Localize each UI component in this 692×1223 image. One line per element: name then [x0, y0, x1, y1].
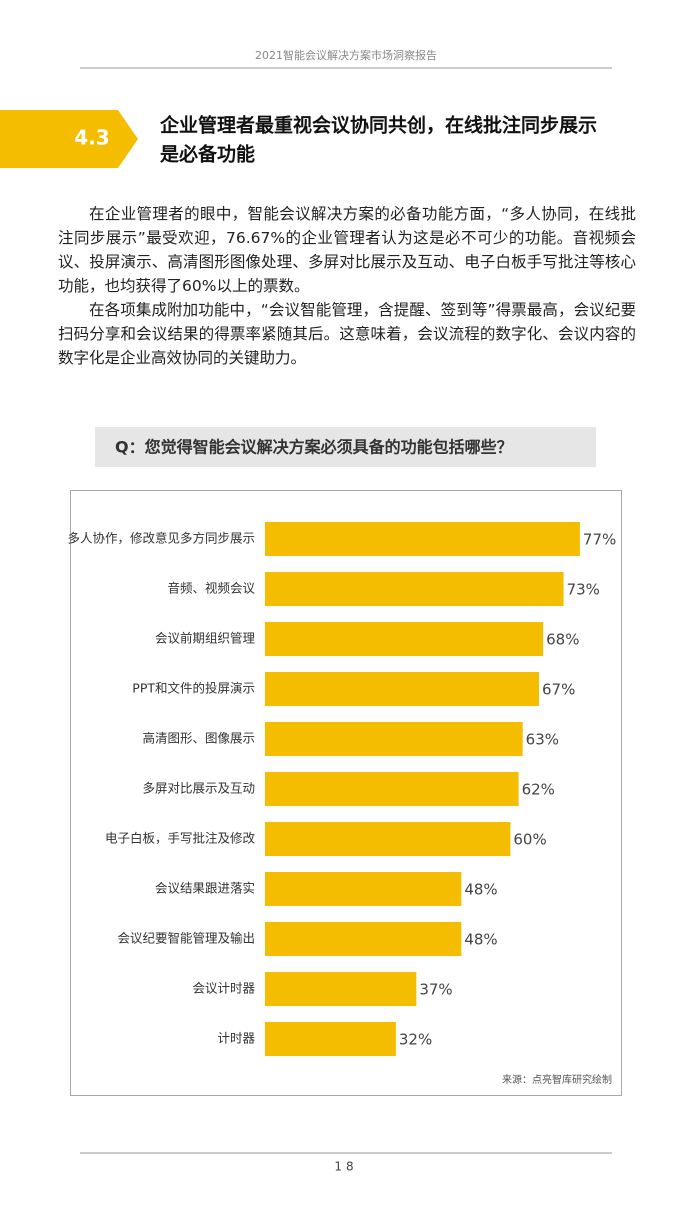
- value-label: 63%: [526, 731, 559, 749]
- bar: [265, 972, 417, 1006]
- value-label: 62%: [522, 781, 555, 799]
- source-note: 来源：点亮智库研究绘制: [502, 1073, 612, 1086]
- section-banner: [0, 110, 138, 168]
- chart-title: Q：您觉得智能会议解决方案必须具备的功能包括哪些？: [115, 438, 513, 457]
- value-label: 48%: [464, 881, 497, 899]
- paragraph: 在各项集成附加功能中，“会议智能管理，含提醒、签到等”得票最高，会议纪要扫码分享…: [58, 301, 636, 367]
- page-number: 18: [334, 1160, 357, 1174]
- bar: [265, 772, 519, 806]
- category-label: PPT和文件的投屏演示: [132, 681, 255, 696]
- category-label: 多人协作，修改意见多方同步展示: [67, 531, 255, 546]
- category-label: 高清图形、图像展示: [142, 731, 255, 746]
- question-box: [95, 427, 596, 467]
- bar: [265, 572, 564, 606]
- bar: [265, 872, 462, 906]
- bar: [265, 622, 544, 656]
- category-label: 多屏对比展示及互动: [142, 781, 255, 796]
- section-title: 企业管理者最重视会议协同共创，在线批注同步展示: [159, 114, 597, 137]
- category-label: 电子白板，手写批注及修改: [105, 831, 256, 846]
- chart-frame: [70, 490, 622, 1096]
- value-label: 73%: [567, 581, 600, 599]
- category-label: 会议纪要智能管理及输出: [117, 931, 255, 946]
- category-label: 会议计时器: [192, 981, 255, 996]
- bar: [265, 922, 462, 956]
- bar: [265, 1022, 396, 1056]
- header-title: 2021智能会议解决方案市场洞察报告: [255, 48, 437, 62]
- paragraph: 在企业管理者的眼中，智能会议解决方案的必备功能方面，“多人协同，在线批注同步展示…: [58, 205, 636, 295]
- bar: [265, 522, 580, 556]
- bar: [265, 722, 523, 756]
- value-label: 48%: [464, 931, 497, 949]
- value-label: 32%: [399, 1031, 432, 1049]
- value-label: 37%: [419, 981, 452, 999]
- bar: [265, 822, 511, 856]
- value-label: 67%: [542, 681, 575, 699]
- category-label: 会议前期组织管理: [155, 631, 256, 646]
- value-label: 77%: [583, 531, 616, 549]
- category-label: 音频、视频会议: [167, 581, 255, 596]
- category-label: 计时器: [217, 1031, 255, 1046]
- section-number: 4.3: [74, 126, 109, 150]
- value-label: 60%: [513, 831, 546, 849]
- section-title: 是必备功能: [160, 143, 255, 166]
- category-label: 会议结果跟进落实: [155, 881, 255, 896]
- value-label: 68%: [546, 631, 579, 649]
- bar: [265, 672, 540, 706]
